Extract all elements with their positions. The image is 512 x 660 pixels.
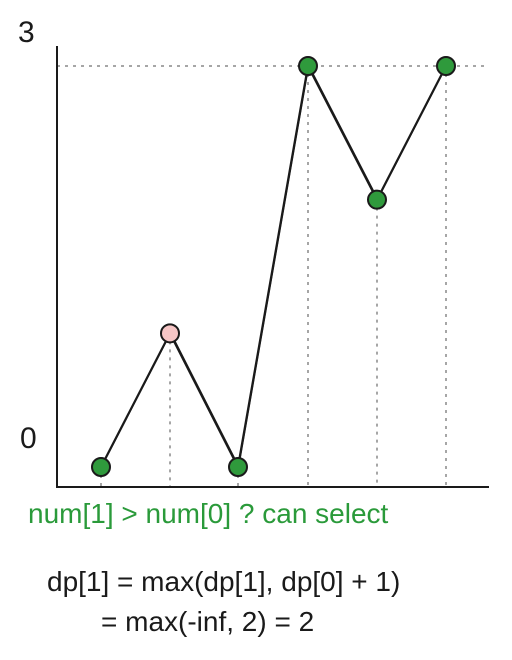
segment-1-2 (168, 332, 240, 469)
points (91, 56, 456, 477)
segment-3-4 (308, 64, 379, 200)
axes (56, 46, 489, 488)
segment-2-3 (238, 64, 310, 467)
point-3 (298, 56, 318, 76)
point-1 (160, 323, 180, 344)
point-0 (91, 457, 111, 477)
line-diagram (56, 46, 489, 488)
y-axis-bottom-label: 0 (20, 422, 37, 455)
point-5 (436, 56, 456, 76)
point-2 (228, 457, 248, 477)
segment-2-3 (236, 64, 310, 469)
point-4 (367, 189, 387, 210)
equation-line-1: dp[1] = max(dp[1], dp[0] + 1) (47, 566, 401, 597)
segment-3-4 (306, 64, 379, 201)
segment-0-1 (101, 332, 172, 467)
caption-condition: num[1] > num[0] ? can select (28, 498, 389, 529)
y-axis-top-label: 3 (18, 16, 35, 49)
segment-1-2 (170, 332, 240, 467)
guide-lines (57, 65, 489, 487)
segment-4-5 (377, 64, 448, 200)
polyline-segments (99, 64, 448, 469)
equation-line-2: = max(-inf, 2) = 2 (101, 606, 315, 637)
